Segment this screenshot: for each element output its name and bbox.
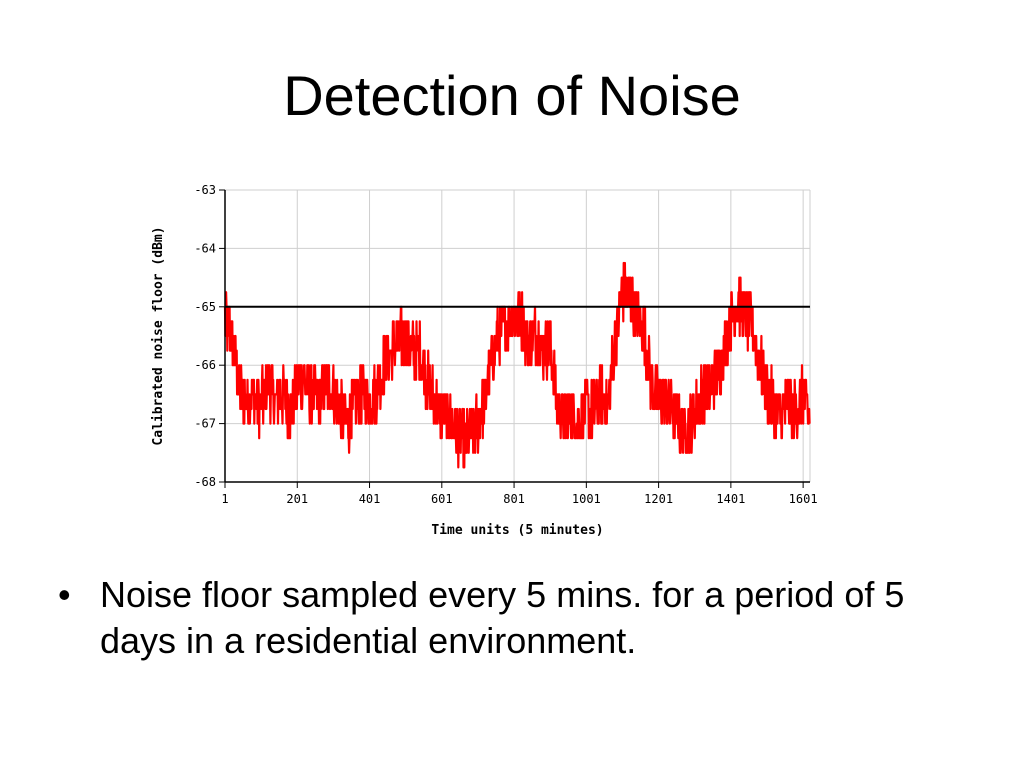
chart-svg: 1 201 401 601 801 1001 1201 1401 1601-63-64-65-6… xyxy=(151,183,818,538)
y-axis-label: Calibrated noise floor (dBm) xyxy=(151,226,166,445)
x-tick-label: 1001 xyxy=(572,492,601,506)
chart-ticks: 1 201 401 601 801 1001 1201 1401 1601-63-64-65-6… xyxy=(194,183,817,506)
bullet-text: Noise floor sampled every 5 mins. for a … xyxy=(100,574,905,661)
bullet-item: • Noise floor sampled every 5 mins. for … xyxy=(58,572,978,664)
x-tick-label: 1 xyxy=(221,492,228,506)
y-tick-label: -64 xyxy=(194,241,216,255)
x-tick-label: 1601 xyxy=(789,492,818,506)
series-line xyxy=(223,261,811,469)
slide-title: Detection of Noise xyxy=(283,64,741,127)
x-tick-label: 601 xyxy=(431,492,453,506)
bullet-list: • Noise floor sampled every 5 mins. for … xyxy=(58,572,978,664)
x-tick-label: 401 xyxy=(359,492,381,506)
noise-floor-chart: 1 201 401 601 801 1001 1201 1401 1601 -63 -64 -65 -6… xyxy=(140,178,830,548)
x-tick-label: 1401 xyxy=(716,492,745,506)
x-axis-label: Time units (5 minutes) xyxy=(431,523,603,538)
y-tick-label: -63 xyxy=(194,183,216,197)
chart-series xyxy=(223,261,811,469)
y-tick-label: -65 xyxy=(194,300,216,314)
bullet-glyph: • xyxy=(58,574,71,615)
x-tick-label: 201 xyxy=(286,492,308,506)
y-tick-label: -68 xyxy=(194,475,216,489)
y-tick-label: -66 xyxy=(194,358,216,372)
chart-axes xyxy=(224,190,810,483)
x-tick-label: 1201 xyxy=(644,492,673,506)
x-tick-label: 801 xyxy=(503,492,525,506)
y-tick-label: -67 xyxy=(194,417,216,431)
